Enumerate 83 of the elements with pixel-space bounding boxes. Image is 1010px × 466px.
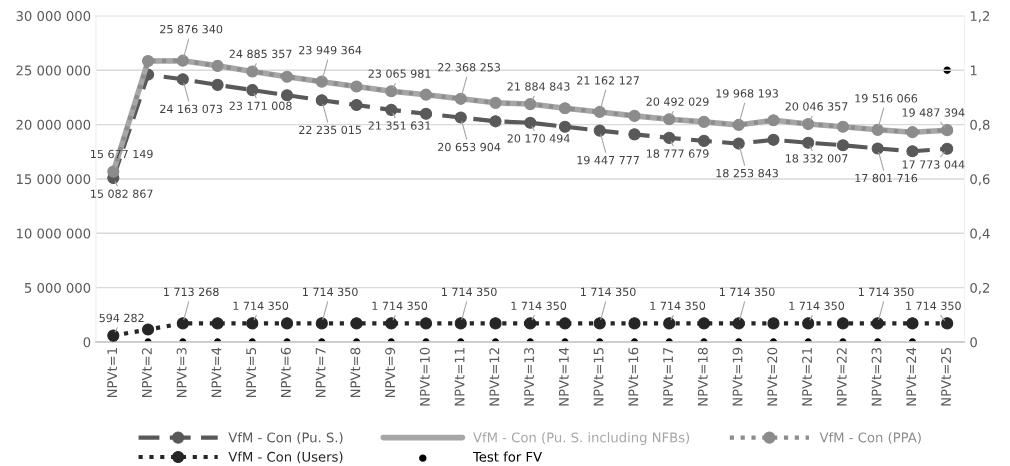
y-tick-label: 15 000 000 [16, 174, 91, 185]
y2-tick-label: 1,2 [970, 11, 990, 23]
text: VfM - Con (PPA) [819, 432, 921, 444]
data-label: 24 885 357 [229, 49, 292, 59]
y2-tick-label: 0,8 [970, 119, 990, 132]
x-tick-label: NPVt=12 [489, 348, 500, 406]
x-tick-label: NPVt=8 [350, 347, 361, 398]
data-label: 20 046 357 [785, 102, 848, 111]
data-label: 21 162 127 [577, 76, 639, 85]
data-label: 24 163 073 [160, 104, 223, 114]
x-tick-label: NPVt=2 [141, 348, 152, 398]
data-label: 1 714 350 [650, 301, 706, 310]
x-tick-label: NPVt=11 [454, 348, 465, 406]
data-label: 19 516 066 [855, 94, 918, 103]
data-label: 1 714 350 [789, 301, 845, 310]
y-tick-label: 5 000 000 [24, 282, 91, 293]
data-label: 1 714 350 [511, 301, 567, 310]
data-label: 23 949 364 [299, 45, 362, 55]
x-tick-label: NPVt=24 [906, 347, 917, 406]
data-label: 18 332 007 [785, 154, 848, 163]
data-label: 21 884 843 [507, 82, 570, 91]
x-tick-label: NPVt=9 [385, 347, 396, 398]
x-tick-label: NPVt=19 [732, 347, 743, 406]
x-tick-label: NPVt=1 [107, 348, 117, 398]
data-label: 15 082 867 [91, 189, 153, 198]
y-tick-label: 30 000 000 [16, 11, 91, 22]
y2-tick-label: 0 [970, 337, 977, 348]
x-tick-label: NPVt=18 [697, 347, 708, 406]
data-label: 1 714 350 [303, 287, 358, 297]
x-tick-label: NPVt=21 [802, 348, 812, 406]
y2-tick-label: 0,2 [970, 282, 990, 295]
data-label: 18 777 679 [646, 149, 709, 158]
y-tick-label: 0 [83, 337, 91, 348]
x-tick-label: NPVt=17 [663, 348, 673, 406]
data-label: 1 714 350 [233, 301, 289, 310]
text: VfM - Con (Pu. S. including NFBs) [473, 432, 690, 445]
data-label: 19 487 394 [902, 108, 965, 117]
data-label: 23 065 981 [368, 69, 431, 78]
data-label: 1 714 350 [581, 287, 636, 297]
y-tick-label: 10 000 000 [16, 228, 91, 239]
data-label: 20 653 904 [438, 142, 501, 152]
text: VfM - Con (Pu. S.) [228, 432, 343, 444]
data-label: 25 876 340 [160, 24, 223, 34]
data-label: 23 171 008 [229, 101, 292, 110]
y2-tick-label: 0,6 [970, 174, 990, 186]
data-label: 1 714 350 [906, 301, 961, 310]
data-label: 21 351 631 [368, 121, 431, 130]
x-tick-label: NPVt=4 [211, 347, 222, 398]
data-label: 594 282 [99, 313, 144, 323]
y-tick-label: 25 000 000 [16, 65, 91, 76]
y2-tick-label: 0,4 [970, 228, 990, 240]
data-label: 20 170 494 [507, 134, 570, 143]
text: Test for FV [472, 451, 542, 462]
x-tick-label: NPVt=15 [593, 348, 604, 406]
x-tick-label: NPVt=22 [836, 348, 847, 406]
x-tick-label: NPVt=13 [524, 347, 535, 406]
x-tick-label: NPVt=14 [559, 347, 569, 406]
data-label: 1 714 350 [719, 287, 775, 297]
data-label: 20 492 029 [646, 97, 709, 106]
data-label: 19 968 193 [716, 89, 778, 98]
x-tick-label: NPVt=7 [315, 348, 326, 398]
x-tick-label: NPVt=16 [628, 347, 639, 406]
x-tick-label: NPVt=20 [767, 347, 778, 406]
x-tick-label: NPVt=5 [246, 348, 257, 398]
data-label: 1 714 350 [858, 287, 914, 297]
data-label: 15 677 149 [91, 149, 153, 159]
data-label: 22 368 253 [438, 63, 501, 72]
text: VfM - Con (Users) [228, 451, 343, 464]
x-tick-label: NPVt=23 [871, 347, 882, 406]
data-label: 19 447 777 [577, 155, 639, 165]
y2-tick-label: 1 [970, 65, 977, 76]
x-tick-label: NPVt=3 [176, 347, 187, 398]
data-label: 17 801 716 [855, 173, 918, 183]
data-label: 22 235 015 [299, 125, 361, 135]
data-label: 18 253 843 [716, 168, 778, 178]
data-label: 17 773 044 [902, 160, 965, 169]
y-tick-label: 20 000 000 [16, 119, 91, 130]
x-tick-label: NPVt=25 [941, 348, 952, 406]
data-label: 1 714 350 [372, 301, 428, 310]
x-tick-label: NPVt=6 [280, 347, 291, 398]
x-tick-label: NPVt=10 [419, 347, 430, 406]
data-label: 1 714 350 [442, 287, 497, 297]
data-label: 1 713 268 [164, 287, 219, 297]
